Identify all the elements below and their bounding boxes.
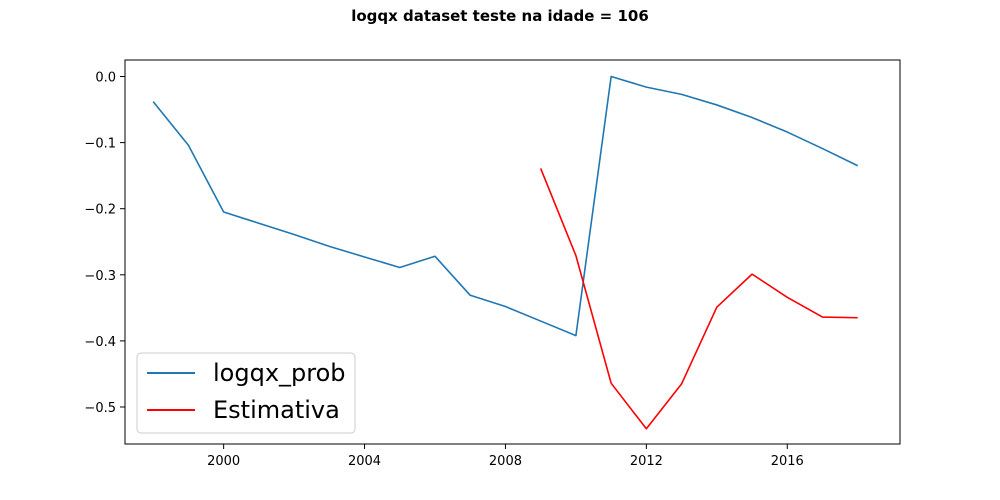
plot-frame — [124, 59, 901, 445]
series-line-estimativa — [539, 168, 858, 430]
x-tick-label-2012: 2012 — [630, 454, 663, 469]
y-tick-label-1: −0.1 — [84, 137, 116, 152]
chart-title: logqx dataset teste na idade = 106 — [351, 7, 649, 25]
y-tick-label-5: −0.5 — [84, 401, 116, 416]
legend: logqx_prob Estimativa — [136, 352, 356, 434]
legend-label-logqx-prob: logqx_prob — [213, 359, 346, 387]
y-tick-label-3: −0.3 — [84, 269, 116, 284]
axes-layer: 2000 2004 2008 2012 2016 0.0 −0.1 −0.2 −0.3 −0.4 −… — [84, 71, 803, 469]
series-line-logqx-prob — [152, 75, 859, 337]
x-tick-label-2004: 2004 — [348, 454, 381, 469]
y-tick-label-2: −0.2 — [84, 203, 116, 218]
x-tick-label-2000: 2000 — [207, 454, 240, 469]
y-tick-label-4: −0.4 — [84, 335, 116, 350]
x-tick-label-2008: 2008 — [489, 454, 522, 469]
x-tick-label-2016: 2016 — [771, 454, 804, 469]
y-tick-label-0: 0.0 — [95, 71, 116, 86]
legend-label-estimativa: Estimativa — [213, 396, 340, 424]
series-layer — [152, 75, 859, 430]
